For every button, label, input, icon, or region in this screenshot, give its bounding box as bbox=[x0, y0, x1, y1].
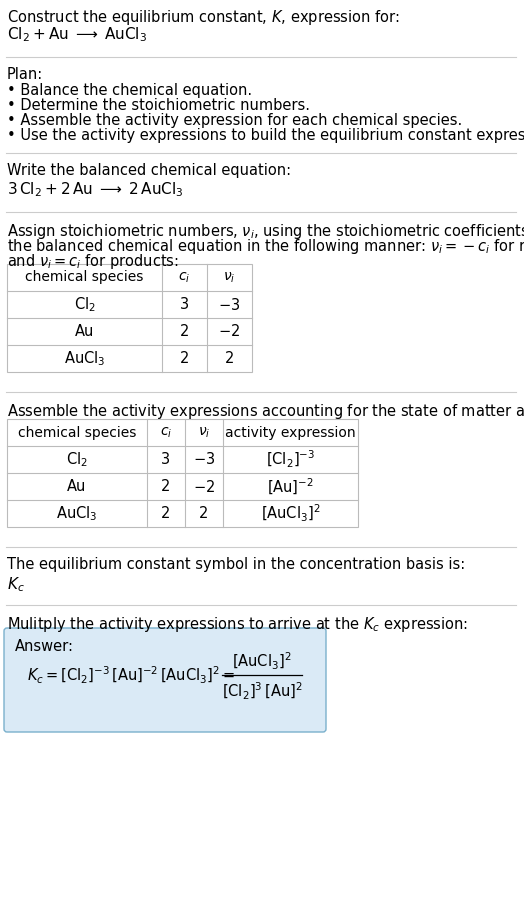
Text: the balanced chemical equation in the following manner: $\nu_i = -c_i$ for react: the balanced chemical equation in the fo… bbox=[7, 237, 524, 256]
Text: The equilibrium constant symbol in the concentration basis is:: The equilibrium constant symbol in the c… bbox=[7, 557, 465, 572]
Text: 2: 2 bbox=[180, 324, 189, 339]
Text: and $\nu_i = c_i$ for products:: and $\nu_i = c_i$ for products: bbox=[7, 252, 179, 271]
Text: 3: 3 bbox=[161, 452, 171, 467]
Bar bbox=[7, 264, 252, 372]
Text: Answer:: Answer: bbox=[15, 639, 74, 654]
Text: $K_c = [\mathrm{Cl_2}]^{-3}\,[\mathrm{Au}]^{-2}\,[\mathrm{AuCl_3}]^{2} =$: $K_c = [\mathrm{Cl_2}]^{-3}\,[\mathrm{Au… bbox=[27, 664, 235, 686]
Text: Au: Au bbox=[75, 324, 94, 339]
Text: $\mathrm{AuCl_3}$: $\mathrm{AuCl_3}$ bbox=[57, 505, 97, 523]
Text: Assign stoichiometric numbers, $\nu_i$, using the stoichiometric coefficients, $: Assign stoichiometric numbers, $\nu_i$, … bbox=[7, 222, 524, 241]
Text: $[\mathrm{Cl_2}]^{3}\,[\mathrm{Au}]^{2}$: $[\mathrm{Cl_2}]^{3}\,[\mathrm{Au}]^{2}$ bbox=[222, 680, 302, 702]
Text: 2: 2 bbox=[225, 351, 234, 366]
Text: 2: 2 bbox=[161, 506, 171, 521]
Text: $\mathrm{Cl_2 + Au \;\longrightarrow\; AuCl_3}$: $\mathrm{Cl_2 + Au \;\longrightarrow\; A… bbox=[7, 25, 147, 44]
Text: $\mathrm{3\,Cl_2 + 2\,Au \;\longrightarrow\; 2\,AuCl_3}$: $\mathrm{3\,Cl_2 + 2\,Au \;\longrightarr… bbox=[7, 180, 184, 199]
Text: 2: 2 bbox=[199, 506, 209, 521]
Text: $[\mathrm{Au}]^{-2}$: $[\mathrm{Au}]^{-2}$ bbox=[267, 477, 314, 496]
Text: $\nu_i$: $\nu_i$ bbox=[198, 425, 210, 440]
Text: $[\mathrm{AuCl_3}]^{2}$: $[\mathrm{AuCl_3}]^{2}$ bbox=[260, 503, 320, 524]
Text: $-3$: $-3$ bbox=[219, 296, 241, 313]
Text: Write the balanced chemical equation:: Write the balanced chemical equation: bbox=[7, 163, 291, 178]
Text: $\mathrm{AuCl_3}$: $\mathrm{AuCl_3}$ bbox=[64, 350, 105, 368]
Text: $\nu_i$: $\nu_i$ bbox=[223, 270, 236, 285]
Text: chemical species: chemical species bbox=[25, 270, 144, 285]
Text: $-2$: $-2$ bbox=[219, 323, 241, 340]
Text: • Use the activity expressions to build the equilibrium constant expression.: • Use the activity expressions to build … bbox=[7, 128, 524, 143]
Text: Construct the equilibrium constant, $K$, expression for:: Construct the equilibrium constant, $K$,… bbox=[7, 8, 400, 27]
Text: $-3$: $-3$ bbox=[193, 451, 215, 468]
Text: 2: 2 bbox=[161, 479, 171, 494]
Text: • Balance the chemical equation.: • Balance the chemical equation. bbox=[7, 83, 252, 98]
Text: $[\mathrm{AuCl_3}]^{2}$: $[\mathrm{AuCl_3}]^{2}$ bbox=[232, 651, 292, 671]
Text: $\mathrm{Cl_2}$: $\mathrm{Cl_2}$ bbox=[73, 296, 95, 314]
Text: chemical species: chemical species bbox=[18, 425, 136, 440]
Text: • Determine the stoichiometric numbers.: • Determine the stoichiometric numbers. bbox=[7, 98, 310, 113]
Text: $[\mathrm{Cl_2}]^{-3}$: $[\mathrm{Cl_2}]^{-3}$ bbox=[266, 449, 315, 470]
FancyBboxPatch shape bbox=[4, 628, 326, 732]
Text: $-2$: $-2$ bbox=[193, 478, 215, 495]
Text: $K_c$: $K_c$ bbox=[7, 575, 25, 594]
Text: 2: 2 bbox=[180, 351, 189, 366]
Text: Assemble the activity expressions accounting for the state of matter and $\nu_i$: Assemble the activity expressions accoun… bbox=[7, 402, 524, 421]
Text: 3: 3 bbox=[180, 297, 189, 312]
Text: activity expression: activity expression bbox=[225, 425, 356, 440]
Text: $\mathrm{Cl_2}$: $\mathrm{Cl_2}$ bbox=[66, 450, 88, 469]
Text: Au: Au bbox=[67, 479, 86, 494]
Text: Plan:: Plan: bbox=[7, 67, 43, 82]
Text: $c_i$: $c_i$ bbox=[160, 425, 172, 440]
Text: $c_i$: $c_i$ bbox=[178, 270, 191, 285]
Text: • Assemble the activity expression for each chemical species.: • Assemble the activity expression for e… bbox=[7, 113, 462, 128]
Text: Mulitply the activity expressions to arrive at the $K_c$ expression:: Mulitply the activity expressions to arr… bbox=[7, 615, 468, 634]
Bar bbox=[7, 419, 358, 527]
